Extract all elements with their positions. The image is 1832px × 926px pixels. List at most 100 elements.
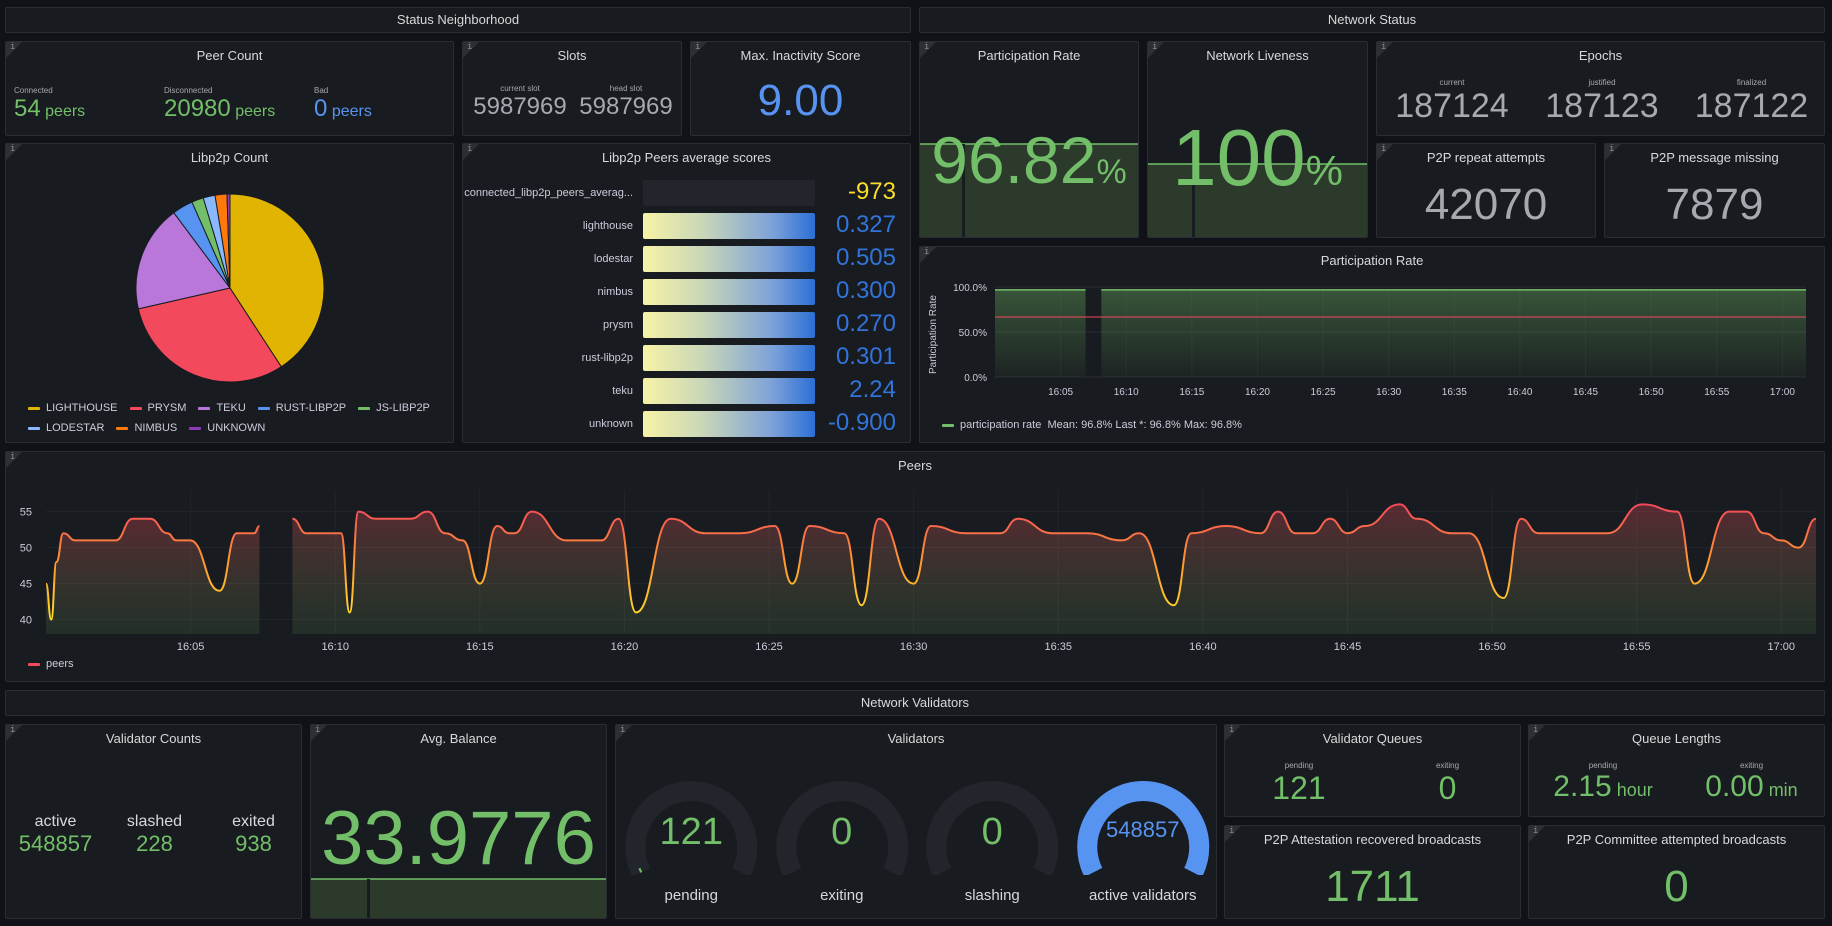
peers-line <box>292 503 1817 614</box>
panel-queue-lengths[interactable]: Queue Lengths pending 2.15 hour exiting … <box>1528 724 1825 817</box>
score-bar <box>643 279 815 305</box>
x-tick-label: 16:25 <box>755 641 783 653</box>
score-value: 0.301 <box>835 343 896 370</box>
epoch-finalized-label: finalized <box>1736 78 1767 87</box>
info-icon[interactable] <box>920 247 936 263</box>
info-icon[interactable] <box>1225 725 1241 741</box>
panel-libp2p-peer-scores[interactable]: Libp2p Peers average scores connected_li… <box>462 143 911 443</box>
info-icon[interactable] <box>920 42 936 58</box>
info-icon[interactable] <box>463 144 479 160</box>
pie-legend-item[interactable]: LIGHTHOUSE <box>28 398 118 418</box>
gauge-value: 548857 <box>1106 817 1180 842</box>
x-tick-label: 16:10 <box>1114 387 1139 398</box>
x-tick-label: 16:20 <box>1245 387 1270 398</box>
connected-unit: peers <box>45 103 86 120</box>
length-exiting-value: 0.00 <box>1705 770 1764 803</box>
peers-legend[interactable]: peers <box>28 658 74 670</box>
score-value: -0.900 <box>827 409 896 436</box>
info-icon[interactable] <box>1529 725 1545 741</box>
panel-title: Participation Rate <box>977 48 1081 63</box>
legend-label: LIGHTHOUSE <box>46 402 118 414</box>
panel-attestation-recovered[interactable]: P2P Attestation recovered broadcasts 171… <box>1224 825 1521 919</box>
info-icon[interactable] <box>1377 144 1393 160</box>
gauge-arc <box>1076 781 1209 877</box>
panel-network-liveness[interactable]: Network Liveness 100% <box>1147 41 1368 238</box>
epoch-justified-value: 187123 <box>1545 87 1659 125</box>
pie-legend-item[interactable]: UNKNOWN <box>189 418 265 438</box>
gauge-arc <box>625 781 758 877</box>
participation-stat-value-wrap: 96.82% <box>920 122 1138 198</box>
y-tick-label: 50.0% <box>959 328 987 339</box>
x-tick-label: 16:20 <box>611 641 639 653</box>
x-tick-label: 16:40 <box>1507 387 1532 398</box>
row-status-neighborhood[interactable]: Status Neighborhood <box>5 7 911 33</box>
panel-validator-counts[interactable]: Validator Counts active 548857 slashed 2… <box>5 724 302 919</box>
panel-participation-rate-stat[interactable]: Participation Rate 96.82% <box>919 41 1139 238</box>
score-row-label: lighthouse <box>582 220 633 232</box>
gauge-value: 0 <box>831 811 853 853</box>
score-row-label: rust-libp2p <box>581 352 633 364</box>
pie-legend-item[interactable]: LODESTAR <box>28 418 104 438</box>
panel-peers[interactable]: Peers 40 45 50 55 16:05 16:10 16:15 16:20 16:25 1… <box>5 451 1825 682</box>
panel-max-inactivity-score[interactable]: Max. Inactivity Score 9.00 <box>690 41 911 136</box>
participation-sparkline <box>920 143 1138 237</box>
info-icon[interactable] <box>1377 42 1393 58</box>
panel-libp2p-count[interactable]: Libp2p Count LIGHTHOUSE PRYSM TEKU RUST-LIB… <box>5 143 454 443</box>
x-tick-label: 16:05 <box>177 641 205 653</box>
info-icon[interactable] <box>1148 42 1164 58</box>
info-icon[interactable] <box>691 42 707 58</box>
info-icon[interactable] <box>463 42 479 58</box>
legend-swatch <box>189 426 202 430</box>
epoch-finalized-value: 187122 <box>1694 87 1809 125</box>
score-bar <box>643 345 815 371</box>
pie-slice-unknown[interactable] <box>226 193 231 289</box>
participation-legend[interactable]: participation rate Mean: 96.8% Last *: 9… <box>942 419 1242 431</box>
pie-legend-item[interactable]: JS-LIBP2P <box>358 398 430 418</box>
row-network-validators[interactable]: Network Validators <box>5 690 1825 716</box>
panel-slots[interactable]: Slots current slot 5987969 head slot 598… <box>462 41 682 136</box>
gauge-label: exiting <box>820 887 864 904</box>
panel-p2p-message-missing[interactable]: P2P message missing 7879 <box>1604 143 1825 238</box>
pie-legend-item[interactable]: TEKU <box>198 398 246 418</box>
info-icon[interactable] <box>1529 826 1545 842</box>
pie-legend-item[interactable]: NIMBUS <box>116 418 177 438</box>
panel-title: Slots <box>557 48 587 63</box>
panel-epochs[interactable]: Epochs current 187124 justified 187123 f… <box>1376 41 1825 136</box>
info-icon[interactable] <box>6 42 22 58</box>
panel-avg-balance[interactable]: Avg. Balance 33.9776 <box>310 724 607 919</box>
pie-legend-item[interactable]: PRYSM <box>129 398 186 418</box>
panel-committee-attempted[interactable]: P2P Committee attempted broadcasts 0 <box>1528 825 1825 919</box>
peers-time-series: 40 45 50 55 16:05 16:10 16:15 16:20 16:25 16:30 16… <box>20 490 1817 653</box>
participation-time-series: 0.0% 50.0% 100.0% 16:05 16:10 16:15 16:20 16:25… <box>928 283 1806 398</box>
slashed-value: 228 <box>136 831 173 856</box>
info-icon[interactable] <box>1605 144 1621 160</box>
score-row-label: nimbus <box>597 286 633 298</box>
legend-swatch <box>942 423 954 427</box>
validator-gauge: 548857 active validators <box>1068 765 1217 918</box>
pie-slice-prysm[interactable] <box>137 287 282 383</box>
y-tick-label: 0.0% <box>964 373 987 384</box>
pie-legend-item[interactable]: RUST-LIBP2P <box>257 398 346 418</box>
panel-participation-rate-chart[interactable]: Participation Rate 0.0% 50.0% 100.0% 16:05 1… <box>919 246 1825 443</box>
panel-validator-queues[interactable]: Validator Queues pending 121 exiting 0 <box>1224 724 1521 817</box>
active-value: 548857 <box>18 831 93 856</box>
connected-value: 54 <box>14 95 41 122</box>
length-pending-label: pending <box>1588 761 1618 770</box>
committee-attempted-value: 0 <box>1664 862 1689 911</box>
row-network-status[interactable]: Network Status <box>919 7 1825 33</box>
info-icon[interactable] <box>6 452 22 468</box>
panel-p2p-repeat-attempts[interactable]: P2P repeat attempts 42070 <box>1376 143 1596 238</box>
x-tick-label: 16:15 <box>1179 387 1204 398</box>
info-icon[interactable] <box>616 725 632 741</box>
panel-title: P2P message missing <box>1650 150 1779 165</box>
info-icon[interactable] <box>6 144 22 160</box>
panel-peer-count[interactable]: Peer Count Connected 54 peers Disconnect… <box>5 41 454 136</box>
pie-slice-teku[interactable] <box>135 211 231 310</box>
panel-validators[interactable]: Validators 121 pending 0 exiting 0 slashing 54… <box>615 724 1217 919</box>
info-icon[interactable] <box>311 725 327 741</box>
info-icon[interactable] <box>1225 826 1241 842</box>
score-bar <box>643 180 815 206</box>
scores-bar-gauge: connected_libp2p_peers_averag... -973 ligh… <box>463 178 910 440</box>
info-icon[interactable] <box>6 725 22 741</box>
liveness-sparkline <box>1148 163 1367 237</box>
